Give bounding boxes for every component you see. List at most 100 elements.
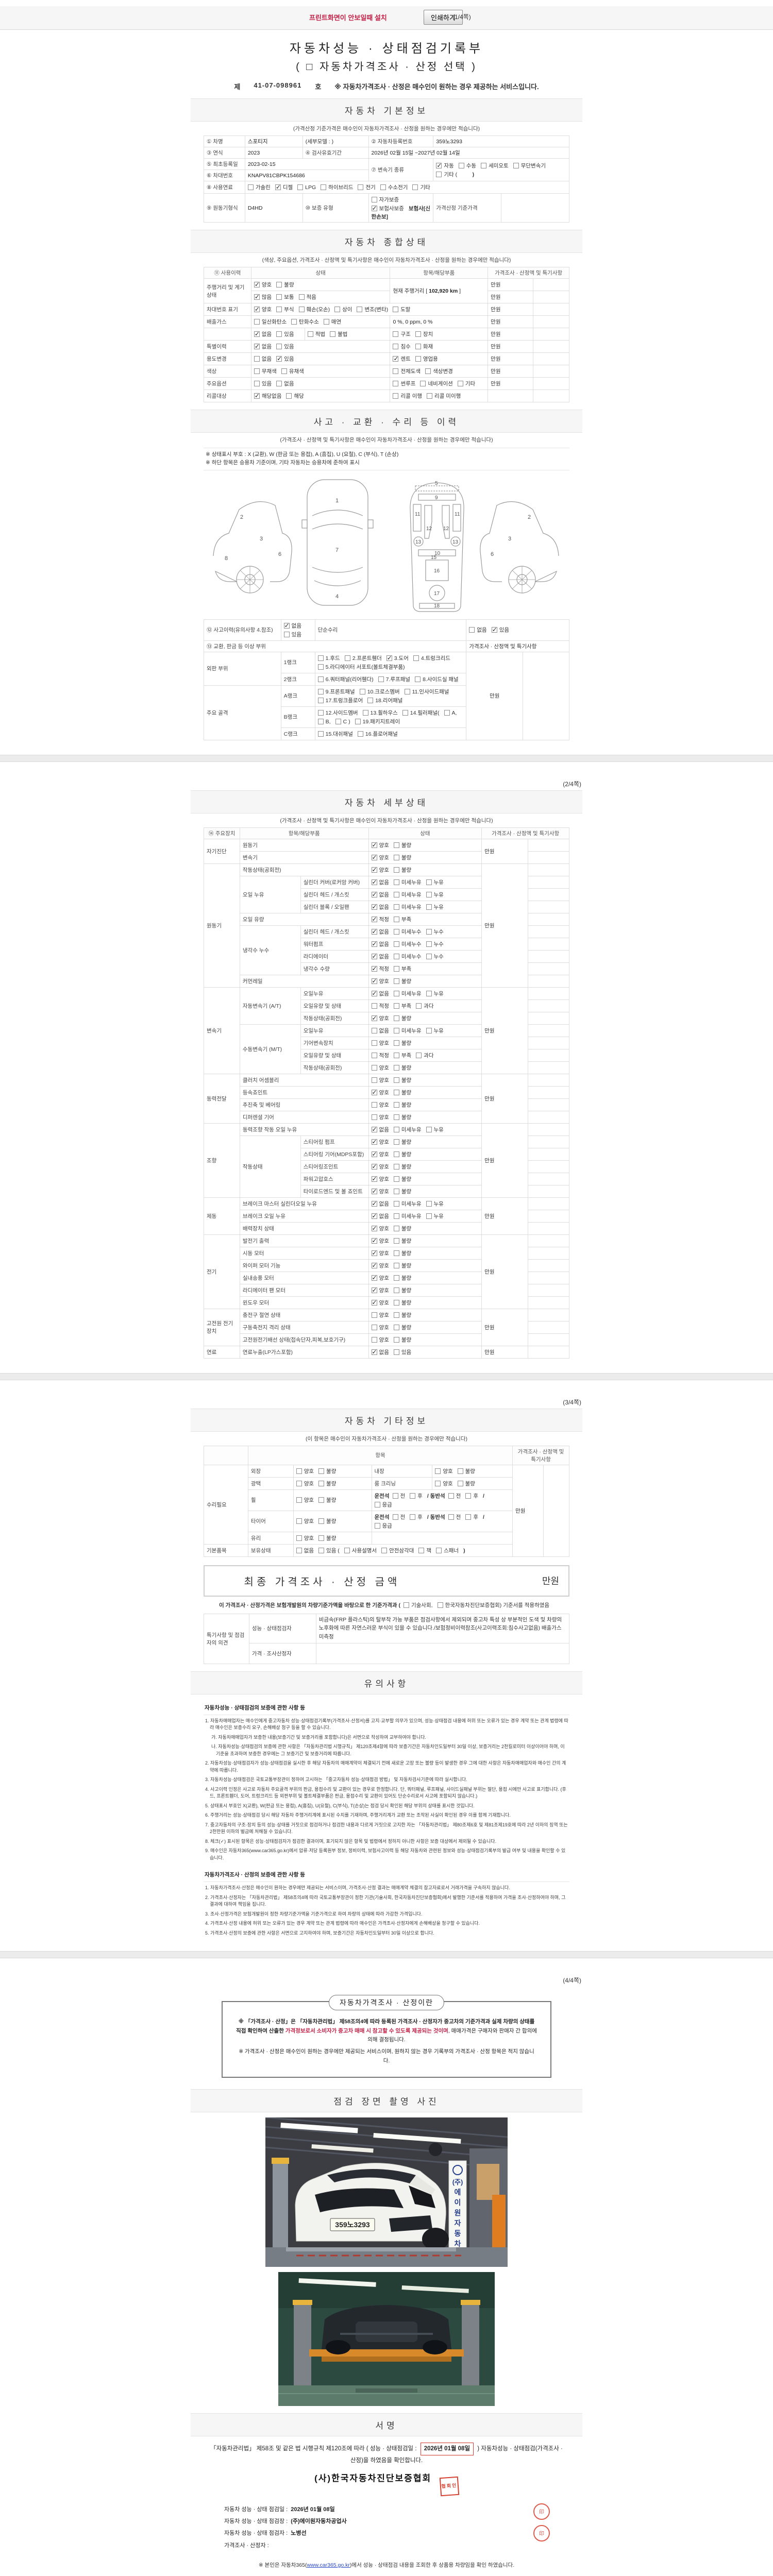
unchecked-checkbox-icon[interactable] (465, 1493, 472, 1499)
checkbox-option[interactable]: 과다 (416, 1052, 434, 1059)
checkbox-option[interactable]: 불량 (393, 1175, 411, 1183)
checkbox-option[interactable]: 없음 (371, 891, 389, 899)
unchecked-checkbox-icon[interactable] (420, 381, 426, 386)
checkbox-option[interactable]: 양호 (371, 977, 389, 985)
checkbox-option[interactable]: 과다 (416, 1002, 434, 1010)
checkbox-option[interactable]: 전 (392, 1513, 405, 1521)
checkbox-option[interactable]: 14.필러패널( (402, 709, 440, 717)
checkbox-option[interactable]: 침수 (393, 343, 411, 350)
unchecked-checkbox-icon[interactable] (393, 1250, 399, 1256)
checkbox-option[interactable]: 있음 (283, 631, 301, 638)
checked-checkbox-icon[interactable] (254, 392, 260, 399)
checkbox-option[interactable]: 불량 (393, 1237, 411, 1245)
unchecked-checkbox-icon[interactable] (393, 842, 399, 848)
checkbox-option[interactable]: 양호 (371, 1113, 389, 1121)
checkbox-option[interactable]: 불량 (393, 854, 411, 861)
unchecked-checkbox-icon[interactable] (358, 184, 364, 190)
unchecked-checkbox-icon[interactable] (344, 655, 350, 661)
checkbox-option[interactable]: 미세누유 (393, 878, 422, 886)
checkbox-option[interactable]: 3.도어 (386, 654, 409, 662)
checked-checkbox-icon[interactable] (254, 343, 260, 350)
checkbox-option[interactable]: B, (317, 718, 331, 725)
unchecked-checkbox-icon[interactable] (371, 1040, 377, 1046)
unchecked-checkbox-icon[interactable] (254, 368, 260, 374)
unchecked-checkbox-icon[interactable] (317, 688, 324, 694)
unchecked-checkbox-icon[interactable] (393, 1015, 399, 1021)
checkbox-option[interactable]: 13.휠하우스 (362, 709, 398, 717)
unchecked-checkbox-icon[interactable] (393, 953, 399, 959)
checkbox-option[interactable]: 있음 (276, 330, 294, 338)
unchecked-checkbox-icon[interactable] (393, 1052, 399, 1058)
checkbox-option[interactable]: 미세누수 (393, 953, 422, 960)
checkbox-option[interactable]: 불량 (393, 1188, 411, 1195)
checkbox-option[interactable]: 불량 (393, 1101, 411, 1109)
checkbox-option[interactable]: 무채색 (254, 367, 277, 375)
checkbox-option[interactable]: A, (444, 709, 457, 716)
checkbox-option[interactable]: 없음 (371, 1212, 389, 1220)
unchecked-checkbox-icon[interactable] (247, 184, 254, 190)
checkbox-option[interactable]: 적정 (371, 965, 389, 973)
checked-checkbox-icon[interactable] (254, 330, 260, 337)
unchecked-checkbox-icon[interactable] (362, 709, 368, 716)
checked-checkbox-icon[interactable] (371, 1212, 377, 1219)
checked-checkbox-icon[interactable] (371, 1200, 377, 1207)
checkbox-option[interactable]: 불량 (393, 1089, 411, 1096)
checkbox-option[interactable]: 후 (410, 1492, 423, 1500)
checked-checkbox-icon[interactable] (371, 965, 377, 972)
checkbox-option[interactable]: 기타 ( (436, 171, 457, 178)
checkbox-option[interactable]: 디젤 (275, 183, 293, 191)
checkbox-option[interactable]: 적정 (371, 916, 389, 923)
checkbox-option[interactable]: 누유 (426, 903, 444, 911)
checkbox-option[interactable]: 양호 (435, 1467, 453, 1475)
checkbox-option[interactable]: 불량 (393, 1336, 411, 1344)
unchecked-checkbox-icon[interactable] (307, 331, 313, 337)
unchecked-checkbox-icon[interactable] (334, 307, 341, 312)
checked-checkbox-icon[interactable] (436, 162, 442, 169)
unchecked-checkbox-icon[interactable] (317, 664, 324, 670)
checkbox-option[interactable]: 양호 (371, 1138, 389, 1146)
checkbox-option[interactable]: 응급 (374, 1522, 392, 1530)
checkbox-option[interactable]: 없음 (371, 1200, 389, 1208)
unchecked-checkbox-icon[interactable] (457, 1468, 463, 1474)
unchecked-checkbox-icon[interactable] (393, 1324, 399, 1330)
checkbox-option[interactable]: 색상변경 (425, 367, 453, 375)
checkbox-option[interactable]: 미세누유 (393, 1027, 422, 1035)
unchecked-checkbox-icon[interactable] (393, 990, 399, 996)
checkbox-option[interactable]: 불량 (318, 1517, 336, 1525)
checkbox-option[interactable]: 자동 (436, 162, 454, 170)
checkbox-option[interactable]: 누유 (426, 1126, 444, 1133)
checkbox-option[interactable]: 해당없음 (254, 392, 281, 400)
unchecked-checkbox-icon[interactable] (254, 356, 260, 362)
checked-checkbox-icon[interactable] (386, 654, 392, 662)
checked-checkbox-icon[interactable] (371, 953, 377, 960)
unchecked-checkbox-icon[interactable] (378, 676, 384, 682)
unchecked-checkbox-icon[interactable] (457, 1480, 463, 1486)
unchecked-checkbox-icon[interactable] (392, 1493, 398, 1499)
checkbox-option[interactable]: 불량 (393, 866, 411, 874)
unchecked-checkbox-icon[interactable] (381, 1547, 388, 1553)
checkbox-option[interactable]: 불량 (393, 1150, 411, 1158)
checkbox-option[interactable]: 양호 (254, 281, 272, 289)
checked-checkbox-icon[interactable] (371, 1299, 377, 1306)
checkbox-option[interactable]: 적정 (371, 1002, 389, 1010)
unchecked-checkbox-icon[interactable] (254, 319, 260, 325)
unchecked-checkbox-icon[interactable] (276, 307, 282, 312)
checkbox-option[interactable]: 없음 (276, 380, 294, 387)
unchecked-checkbox-icon[interactable] (457, 381, 463, 386)
unchecked-checkbox-icon[interactable] (357, 307, 363, 312)
checkbox-option[interactable]: 없음 (371, 1027, 389, 1035)
checkbox-option[interactable]: 불량 (457, 1480, 475, 1487)
unchecked-checkbox-icon[interactable] (296, 1547, 302, 1553)
checkbox-option[interactable]: 썬루프 (393, 380, 415, 387)
checkbox-option[interactable]: 양호 (371, 1262, 389, 1269)
checkbox-option[interactable]: 양호 (371, 1014, 389, 1022)
checkbox-option[interactable]: 리콜 미이행 (427, 392, 461, 400)
unchecked-checkbox-icon[interactable] (276, 331, 282, 337)
checkbox-option[interactable]: 미세누유 (393, 891, 422, 899)
checkbox-option[interactable]: 탄화수소 (291, 318, 319, 326)
checkbox-option[interactable]: 영업용 (415, 355, 438, 363)
checkbox-option[interactable]: 잭 (418, 1547, 431, 1554)
checkbox-option[interactable]: 미세누유 (393, 1126, 422, 1133)
checkbox-option[interactable]: 누유 (426, 990, 444, 997)
checkbox-option[interactable]: 불량 (393, 1262, 411, 1269)
